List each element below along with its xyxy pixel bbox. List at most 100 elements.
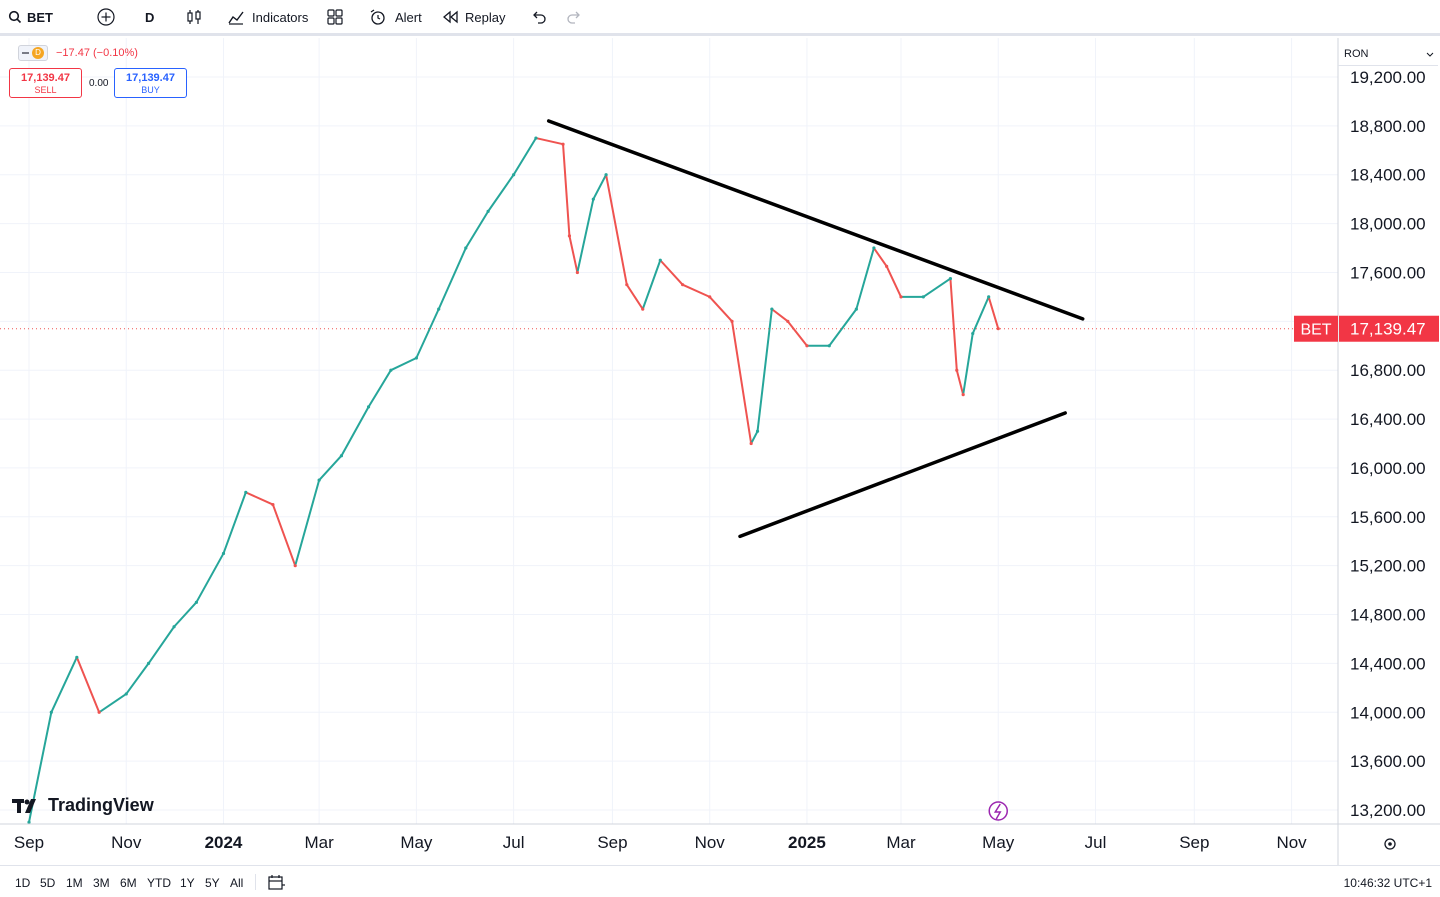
price-point [854,307,858,311]
price-point [49,710,53,714]
price-point [805,344,809,348]
price-point [486,209,490,213]
undo-button[interactable] [531,0,547,34]
settings-icon-center [1388,842,1392,846]
settings-icon[interactable] [1384,838,1396,850]
price-segment [576,198,595,274]
price-point [591,197,595,201]
price-segment [437,247,467,311]
price-point [172,625,176,629]
chart-type-button[interactable] [185,0,203,34]
price-segment [731,320,753,445]
range-ytd-button[interactable]: YTD [147,876,171,890]
clock: 10:46:32 UTC+1 [1343,876,1432,890]
alert-button[interactable]: Alert [369,0,422,34]
range-6m-button[interactable]: 6M [120,876,137,890]
replay-button[interactable]: Replay [443,0,505,34]
x-tick-label: Nov [111,833,142,852]
price-segment [534,137,565,146]
symbol-label: BET [27,9,53,25]
x-tick-label: Sep [14,833,44,852]
chart-canvas[interactable]: 13,200.00 13,600.00 14,000.00 14,400.00 14,8… [0,38,1440,865]
candles-icon [187,10,201,24]
price-point [464,246,468,250]
logo-text: TradingView [48,795,154,815]
price-point [948,276,953,281]
price-segment [659,259,684,286]
x-tick-label: 2025 [788,833,826,852]
price-point [293,564,297,568]
price-point [271,502,275,507]
price-point [921,295,925,299]
range-all-button[interactable]: All [230,876,244,890]
price-segment [568,234,579,274]
x-tick-label: May [982,833,1015,852]
x-tick-label: Jul [1085,833,1107,852]
currency-selector[interactable]: RON [1338,43,1438,66]
price-point [389,368,393,372]
price-point [604,173,608,177]
price-point [755,429,760,433]
currency-label: RON [1344,48,1369,60]
price-segment [147,625,176,665]
range-5d-button[interactable]: 5D [40,876,56,890]
buy-button[interactable]: 17,139.47 BUY [114,68,187,98]
price-segment [487,173,515,213]
price-point [786,319,790,323]
price-point [414,356,418,360]
layouts-button[interactable] [327,0,343,34]
price-segment [464,210,490,250]
price-point [194,600,198,604]
range-1d-button[interactable]: 1D [15,876,31,890]
range-5y-button[interactable]: 5Y [205,876,220,890]
range-3m-button[interactable]: 3M [93,876,110,890]
price-segment [605,173,628,286]
range-1y-button[interactable]: 1Y [180,876,195,890]
x-tick-label: Mar [304,833,334,852]
series-legend: D −17.47 (−0.10%) [18,45,138,61]
calendar-goto-icon[interactable] [268,874,286,890]
price-point [658,258,662,262]
price-segment [872,247,888,268]
price-segment [828,308,858,347]
price-segment [318,454,343,482]
compare-symbol-button[interactable] [96,0,116,34]
y-tick-label: 13,200.00 [1350,801,1426,820]
price-point [899,295,903,299]
legend-toggle[interactable]: D [18,45,48,61]
price-segment [922,277,952,298]
chevron-down-icon [1426,52,1434,57]
y-tick-label: 18,000.00 [1350,215,1426,234]
indicators-button[interactable]: Indicators [227,0,308,34]
redo-button[interactable] [566,0,582,34]
alarm-clock-icon [370,9,385,25]
range-1m-button[interactable]: 1M [66,876,83,890]
price-point [567,234,572,238]
price-segment [125,662,150,695]
price-point [708,295,712,299]
redo-icon [567,11,580,24]
tradingview-logo[interactable]: TradingView [12,795,154,816]
price-point [146,661,151,666]
price-segment [50,656,78,714]
price-segment [75,656,101,714]
y-tick-label: 14,800.00 [1350,606,1426,625]
sell-button[interactable]: 17,139.47 SELL [9,68,82,98]
grid [0,38,1338,824]
undo-icon [533,11,546,24]
y-tick-label: 16,000.00 [1350,459,1426,478]
price-point [75,655,79,659]
interval-button[interactable]: D [145,9,155,25]
buy-label: BUY [141,85,160,95]
trendlines[interactable] [546,119,1085,539]
top-toolbar: BET D Indicators Alert Replay [0,0,1440,36]
buy-price: 17,139.47 [126,72,175,84]
indicators-icon [228,11,244,25]
indicators-label: Indicators [252,9,309,25]
symbol-search-button[interactable]: BET [8,0,53,34]
y-tick-label: 16,800.00 [1350,361,1426,380]
price-segment [271,503,297,567]
price-point [561,142,565,146]
sell-label: SELL [34,85,57,95]
price-point [996,327,1000,331]
